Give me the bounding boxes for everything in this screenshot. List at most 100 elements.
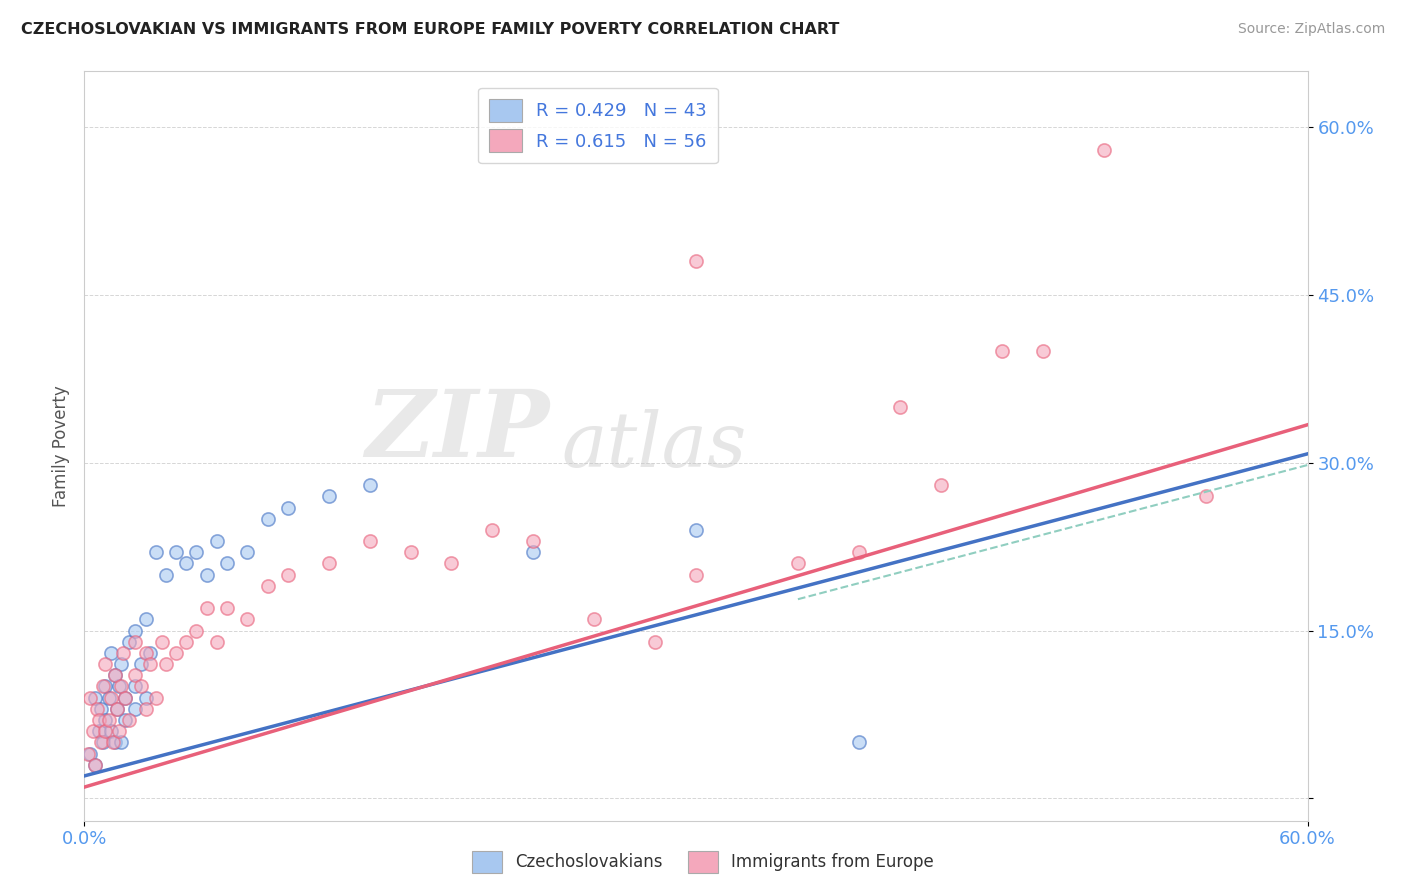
Point bbox=[195, 567, 218, 582]
Text: ZIP: ZIP bbox=[366, 386, 550, 476]
Point bbox=[257, 511, 280, 525]
Point bbox=[90, 702, 112, 716]
Point bbox=[583, 612, 606, 626]
Point bbox=[82, 724, 104, 739]
Point bbox=[399, 545, 422, 559]
Point bbox=[1092, 143, 1115, 157]
Point bbox=[848, 735, 870, 749]
Point bbox=[104, 735, 127, 749]
Y-axis label: Family Poverty: Family Poverty bbox=[52, 385, 70, 507]
Point bbox=[79, 747, 101, 761]
Point bbox=[91, 680, 114, 694]
Point bbox=[217, 557, 239, 571]
Point bbox=[155, 567, 177, 582]
Point bbox=[104, 668, 127, 682]
Point bbox=[186, 624, 208, 638]
Point bbox=[135, 646, 157, 660]
Point bbox=[110, 657, 132, 671]
Text: Source: ZipAtlas.com: Source: ZipAtlas.com bbox=[1237, 22, 1385, 37]
Point bbox=[685, 254, 707, 268]
Point bbox=[124, 702, 146, 716]
Point bbox=[83, 757, 105, 772]
Point bbox=[118, 713, 141, 727]
Point bbox=[359, 534, 381, 549]
Point bbox=[100, 690, 122, 705]
Point bbox=[104, 668, 127, 682]
Text: atlas: atlas bbox=[561, 409, 747, 483]
Point bbox=[131, 657, 153, 671]
Point bbox=[155, 657, 177, 671]
Point bbox=[644, 634, 666, 648]
Point bbox=[101, 735, 124, 749]
Point bbox=[174, 557, 197, 571]
Point bbox=[114, 690, 136, 705]
Point bbox=[685, 567, 707, 582]
Point bbox=[889, 400, 911, 414]
Point bbox=[87, 724, 110, 739]
Point bbox=[318, 557, 340, 571]
Point bbox=[440, 557, 463, 571]
Point bbox=[108, 680, 131, 694]
Point bbox=[131, 680, 153, 694]
Point bbox=[165, 646, 187, 660]
Point bbox=[522, 534, 544, 549]
Point bbox=[114, 690, 136, 705]
Point bbox=[138, 657, 160, 671]
Point bbox=[79, 690, 101, 705]
Point bbox=[217, 601, 239, 615]
Point bbox=[135, 690, 157, 705]
Point bbox=[105, 702, 128, 716]
Point bbox=[236, 545, 259, 559]
Point bbox=[97, 713, 120, 727]
Point bbox=[145, 545, 167, 559]
Point bbox=[205, 534, 228, 549]
Point bbox=[991, 343, 1014, 358]
Point bbox=[93, 724, 115, 739]
Point bbox=[114, 713, 136, 727]
Point bbox=[108, 724, 131, 739]
Point bbox=[118, 634, 141, 648]
Point bbox=[138, 646, 160, 660]
Point bbox=[124, 624, 146, 638]
Point bbox=[86, 702, 108, 716]
Point bbox=[522, 545, 544, 559]
Point bbox=[205, 634, 228, 648]
Point bbox=[83, 690, 105, 705]
Point bbox=[93, 680, 115, 694]
Point bbox=[481, 523, 503, 537]
Legend: Czechoslovakians, Immigrants from Europe: Czechoslovakians, Immigrants from Europe bbox=[465, 845, 941, 880]
Point bbox=[93, 657, 115, 671]
Point bbox=[124, 680, 146, 694]
Point bbox=[124, 634, 146, 648]
Point bbox=[135, 612, 157, 626]
Point bbox=[685, 523, 707, 537]
Point bbox=[145, 690, 167, 705]
Point bbox=[100, 724, 122, 739]
Point bbox=[186, 545, 208, 559]
Point bbox=[174, 634, 197, 648]
Point bbox=[848, 545, 870, 559]
Point bbox=[359, 478, 381, 492]
Point bbox=[90, 735, 112, 749]
Point bbox=[236, 612, 259, 626]
Point bbox=[787, 557, 810, 571]
Point bbox=[257, 579, 280, 593]
Point bbox=[105, 702, 128, 716]
Point bbox=[277, 567, 299, 582]
Legend: R = 0.429   N = 43, R = 0.615   N = 56: R = 0.429 N = 43, R = 0.615 N = 56 bbox=[478, 88, 718, 163]
Point bbox=[929, 478, 952, 492]
Point bbox=[87, 713, 110, 727]
Point bbox=[135, 702, 157, 716]
Point bbox=[97, 690, 120, 705]
Point bbox=[83, 757, 105, 772]
Point bbox=[110, 680, 132, 694]
Point bbox=[1032, 343, 1054, 358]
Point bbox=[277, 500, 299, 515]
Point bbox=[77, 747, 100, 761]
Point bbox=[195, 601, 218, 615]
Point bbox=[150, 634, 173, 648]
Point bbox=[110, 735, 132, 749]
Point bbox=[112, 646, 135, 660]
Point bbox=[1195, 489, 1218, 503]
Point bbox=[318, 489, 340, 503]
